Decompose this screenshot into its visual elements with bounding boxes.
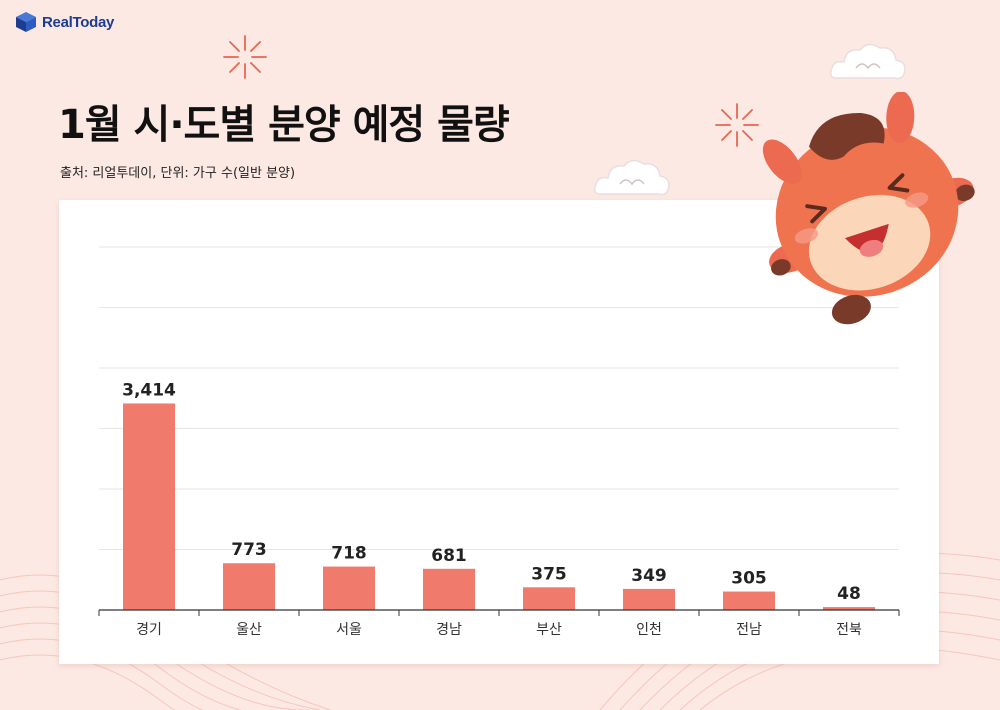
category-label: 전남	[736, 622, 762, 638]
bar	[223, 563, 275, 610]
category-label: 울산	[236, 622, 262, 638]
value-labels: 3,414 773 718 681 375 349 305 48	[122, 380, 861, 604]
bar	[323, 566, 375, 610]
bar	[523, 587, 575, 610]
bar	[123, 403, 175, 610]
value-label: 3,414	[122, 380, 176, 400]
category-label: 경기	[136, 622, 162, 638]
bars	[123, 403, 875, 610]
grid-lines	[99, 246, 899, 550]
value-label: 773	[231, 540, 267, 560]
chart-panel: 3,414 773 718 681 375 349 305 48 경기 울산 서울 경남 부산 인천 전남…	[59, 200, 939, 664]
cloud-icon	[829, 43, 906, 80]
ox-mascot-icon	[762, 92, 975, 325]
x-axis: 경기 울산 서울 경남 부산 인천 전남 전북	[98, 609, 900, 638]
bar-chart: 3,414 773 718 681 375 349 305 48 경기 울산 서울 경남 부산 인천 전남…	[98, 246, 900, 638]
page-title: 1월 시·도별 분양 예정 물량	[58, 102, 510, 148]
logo-text: RealToday	[42, 13, 115, 31]
category-label: 서울	[336, 622, 362, 638]
value-label: 718	[331, 544, 367, 564]
value-label: 48	[837, 584, 861, 604]
bar	[723, 591, 775, 610]
value-label: 681	[431, 546, 467, 566]
sparkle-icon	[715, 103, 759, 147]
bar	[423, 568, 475, 610]
category-label: 부산	[536, 622, 562, 638]
value-label: 349	[631, 566, 667, 586]
sparkle-icon	[223, 35, 267, 79]
cloud-icon	[593, 159, 670, 196]
value-label: 305	[731, 569, 767, 589]
category-label: 인천	[636, 622, 662, 638]
value-label: 375	[531, 564, 567, 584]
category-label: 전북	[836, 622, 862, 638]
brand-logo[interactable]: RealToday	[14, 10, 114, 34]
category-label: 경남	[436, 622, 462, 638]
bar	[623, 588, 675, 610]
source-note: 출처: 리얼투데이, 단위: 가구 수(일반 분양)	[60, 166, 296, 181]
bar	[823, 607, 875, 610]
cube-logo-icon	[16, 12, 36, 32]
